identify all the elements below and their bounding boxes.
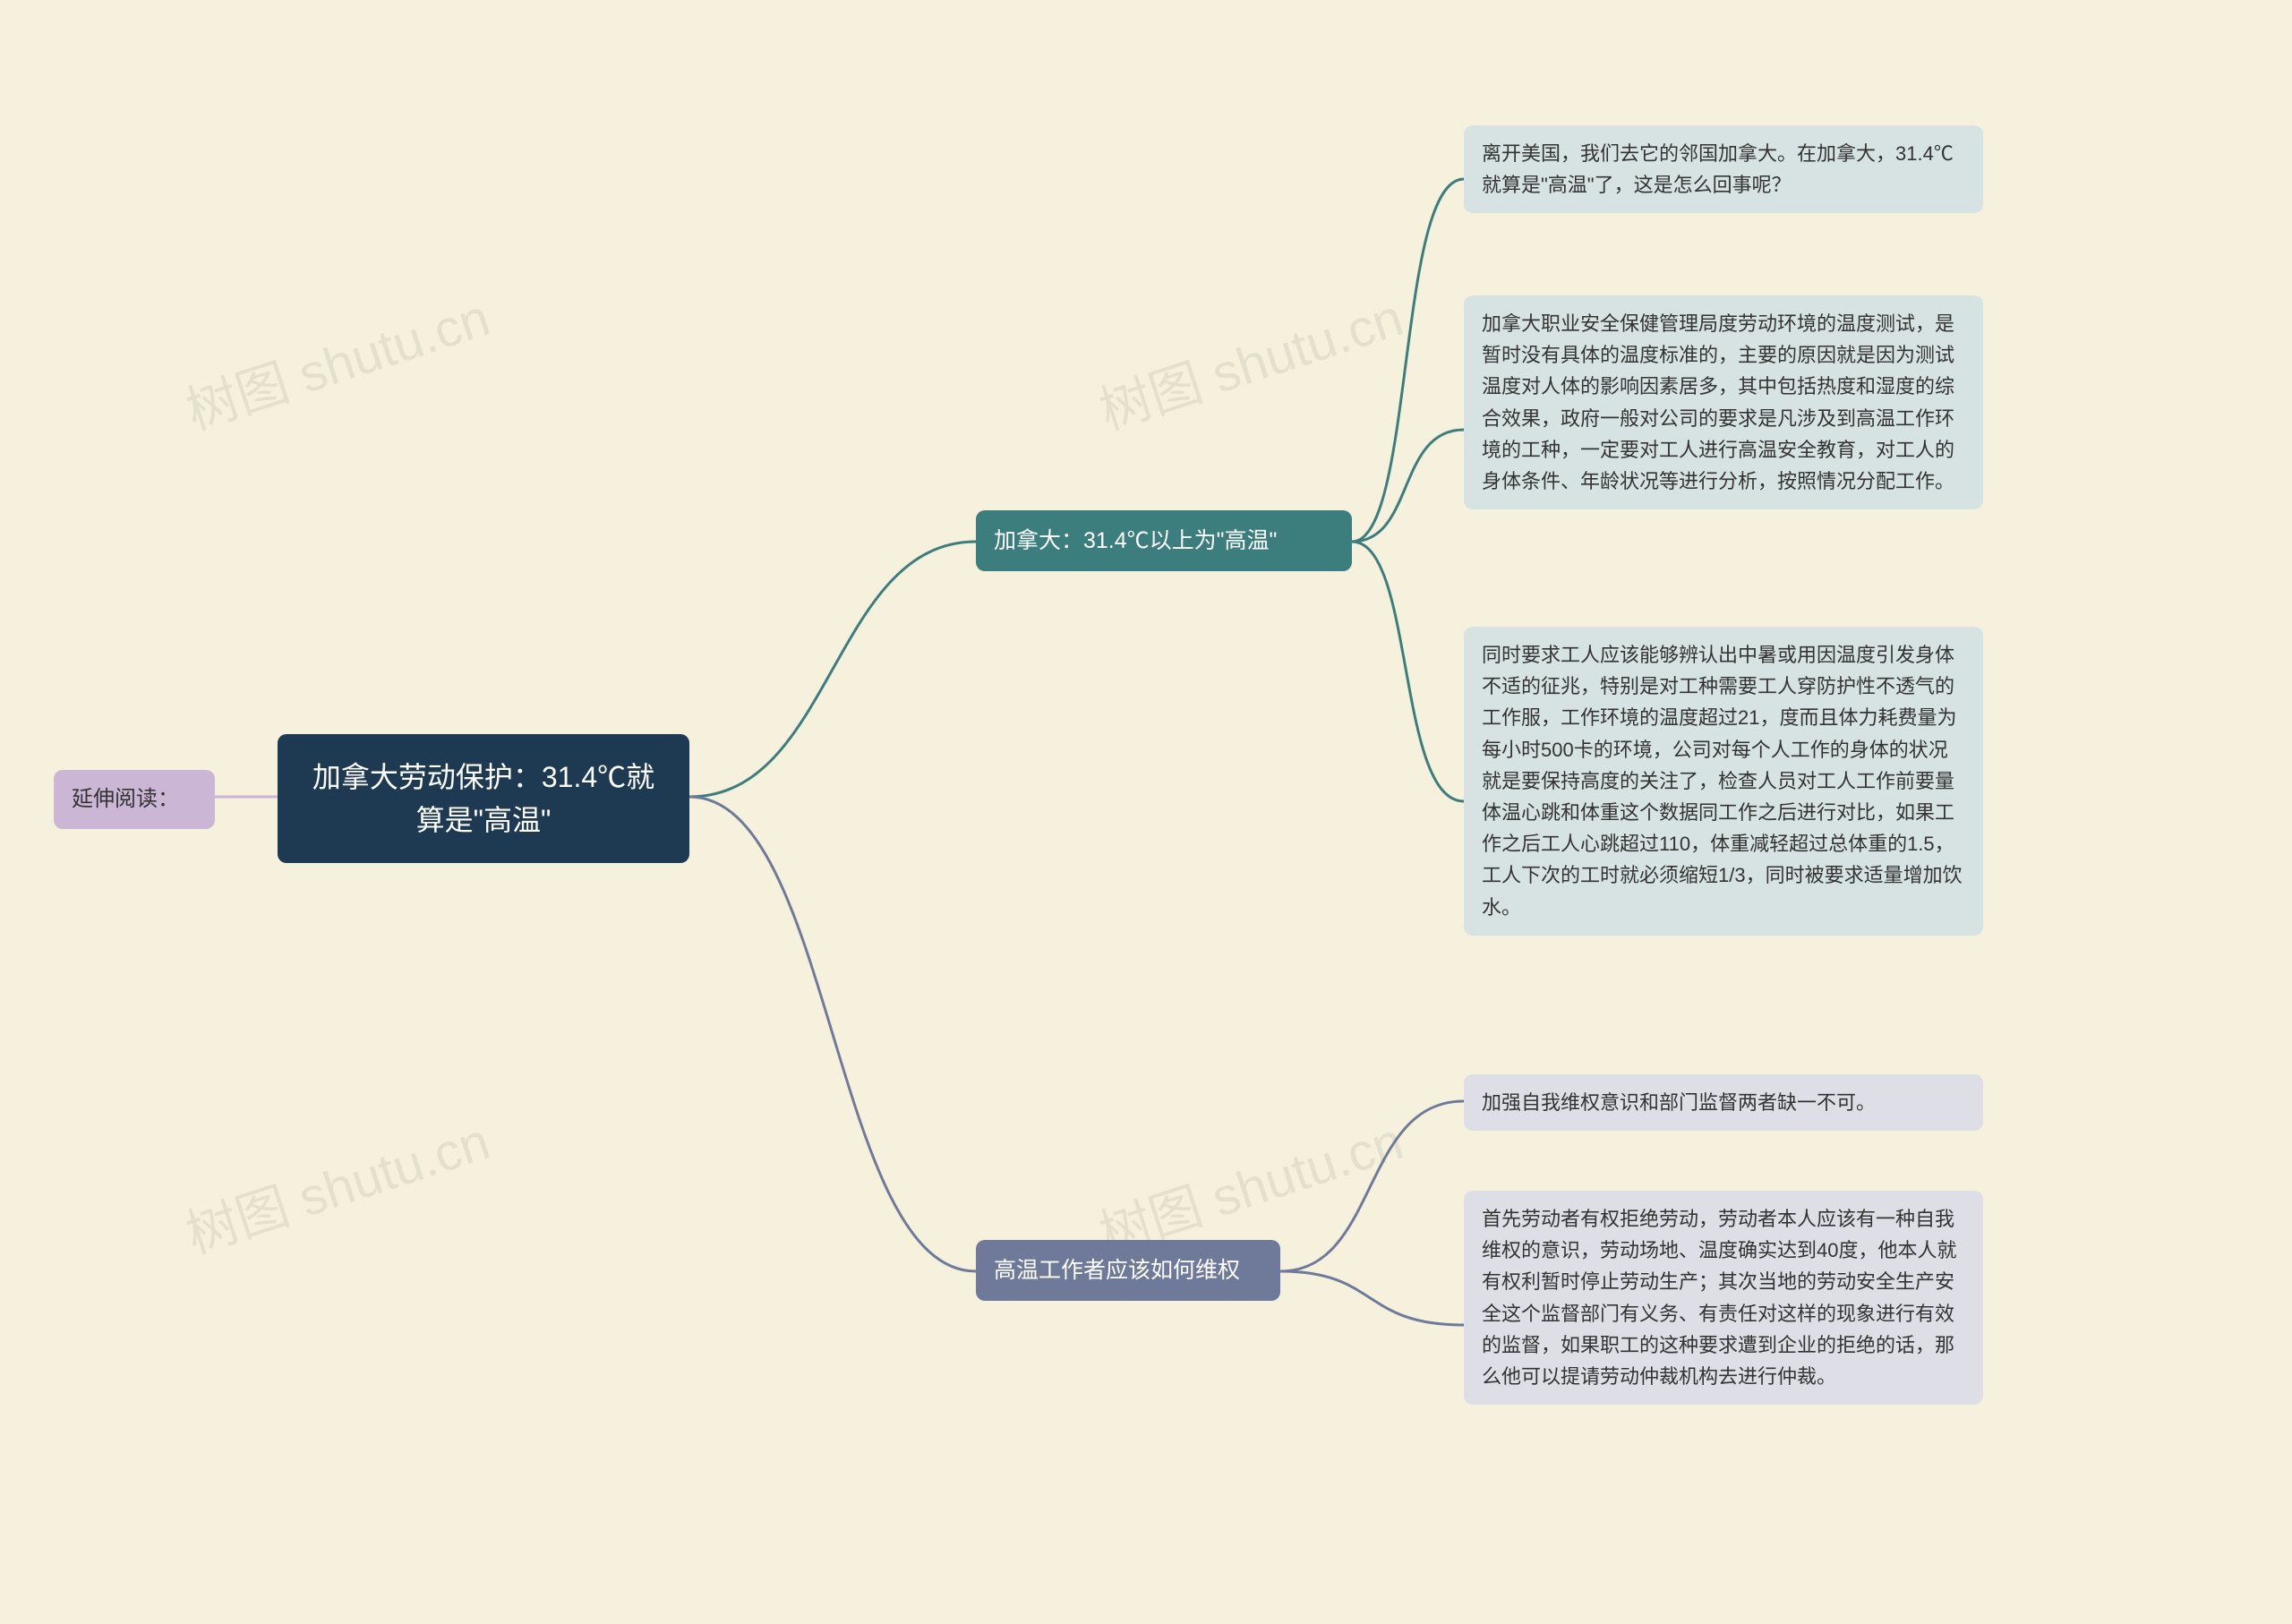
node-branch-rights[interactable]: 高温工作者应该如何维权 xyxy=(976,1240,1280,1301)
node-leaf-self-supervision[interactable]: 加强自我维权意识和部门监督两者缺一不可。 xyxy=(1464,1074,1983,1131)
node-root[interactable]: 加拿大劳动保护：31.4℃就算是"高温" xyxy=(278,734,689,863)
node-leaf-intro[interactable]: 离开美国，我们去它的邻国加拿大。在加拿大，31.4℃就算是"高温"了，这是怎么回… xyxy=(1464,125,1983,213)
node-branch-canada-314[interactable]: 加拿大：31.4℃以上为"高温" xyxy=(976,510,1352,571)
node-extended-reading[interactable]: 延伸阅读： xyxy=(54,770,215,829)
node-leaf-worker-checks[interactable]: 同时要求工人应该能够辨认出中暑或用因温度引发身体不适的征兆，特别是对工种需要工人… xyxy=(1464,627,1983,936)
watermark: 树图 shutu.cn xyxy=(1089,276,1411,444)
watermark: 树图 shutu.cn xyxy=(175,276,498,444)
node-leaf-osha[interactable]: 加拿大职业安全保健管理局度劳动环境的温度测试，是暂时没有具体的温度标准的，主要的… xyxy=(1464,295,1983,509)
node-leaf-refuse-labor[interactable]: 首先劳动者有权拒绝劳动，劳动者本人应该有一种自我维权的意识，劳动场地、温度确实达… xyxy=(1464,1191,1983,1405)
watermark: 树图 shutu.cn xyxy=(175,1099,498,1268)
